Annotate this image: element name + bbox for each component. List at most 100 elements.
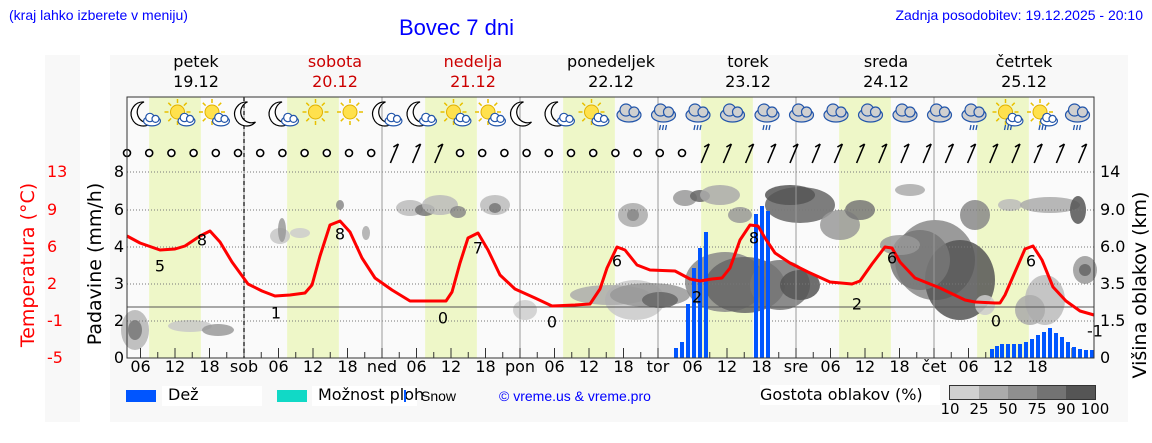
snow-legend-swatch bbox=[404, 390, 406, 402]
cloud-scale-label: 100 bbox=[1080, 400, 1110, 418]
day-name: ponedeljek bbox=[567, 52, 655, 71]
moon-cloud-icon bbox=[371, 101, 403, 127]
rain-legend-swatch bbox=[126, 390, 156, 402]
rain-legend-label: Dež bbox=[168, 385, 199, 404]
day-name: nedelja bbox=[443, 52, 503, 71]
copyright-link[interactable]: © vreme.us & vreme.pro bbox=[499, 388, 651, 404]
x-tick: 12 bbox=[440, 357, 462, 376]
rain-cloud-icon bbox=[754, 103, 780, 131]
temp-label: 0 bbox=[546, 312, 558, 332]
wind-calm-icon bbox=[167, 148, 176, 158]
wind-calm-icon bbox=[655, 148, 665, 158]
x-tick: 12 bbox=[854, 357, 876, 376]
wind-calm-icon bbox=[233, 148, 243, 158]
wind-barb-icon bbox=[1055, 143, 1066, 164]
wind-barb-icon bbox=[700, 143, 710, 164]
day-name: petek bbox=[173, 52, 219, 71]
sun-rain-icon bbox=[1027, 99, 1058, 131]
sun-cloud-icon bbox=[440, 99, 472, 127]
wind-barb-icon bbox=[855, 143, 866, 164]
axis-tick: 3 bbox=[113, 274, 124, 293]
x-tick: 18 bbox=[889, 357, 910, 376]
temp-label: 5 bbox=[154, 256, 166, 276]
axis-tick: 9 bbox=[47, 200, 58, 219]
wind-calm-icon bbox=[544, 148, 554, 158]
x-tick: 18 bbox=[337, 357, 358, 376]
cloud-scale-label: 50 bbox=[998, 400, 1018, 418]
wind-calm-icon bbox=[455, 148, 465, 158]
wind-barb-icon bbox=[744, 143, 755, 164]
temp-label: 6 bbox=[886, 248, 898, 268]
axis-tick: -5 bbox=[47, 348, 63, 367]
x-tick: 18 bbox=[199, 357, 220, 376]
wind-barb-icon bbox=[411, 143, 422, 164]
x-tick: 12 bbox=[302, 357, 324, 376]
x-tick: ned bbox=[366, 357, 398, 376]
last-update: Zadnja posodobitev: 19.12.2025 - 20:10 bbox=[895, 7, 1143, 23]
wind-calm-icon bbox=[500, 148, 509, 158]
cloud-icon bbox=[926, 103, 953, 123]
x-tick: 18 bbox=[475, 357, 496, 376]
rain-legend-bg bbox=[162, 386, 262, 406]
x-tick: sre bbox=[783, 357, 809, 376]
x-tick: 12 bbox=[578, 357, 600, 376]
moon-cloud-icon bbox=[268, 101, 300, 127]
axis-tick: 1.5 bbox=[1100, 311, 1126, 330]
temp-label: 2 bbox=[691, 287, 703, 307]
region-hint-link[interactable]: (kraj lahko izberete v meniju) bbox=[9, 7, 188, 23]
cloud-density-scale bbox=[949, 385, 1096, 400]
axis-tick: 2 bbox=[113, 311, 124, 330]
rain-cloud-icon bbox=[685, 103, 711, 131]
wind-calm-icon bbox=[633, 148, 642, 158]
temp-label: 1 bbox=[270, 303, 282, 323]
moon-cloud-icon bbox=[130, 101, 162, 127]
x-tick: 06 bbox=[682, 357, 703, 376]
moon-cloud-icon bbox=[544, 101, 575, 127]
wind-calm-icon bbox=[255, 148, 265, 158]
axis-tick: -1 bbox=[47, 311, 63, 330]
wind-barb-icon bbox=[1011, 143, 1021, 164]
snow-cloud-icon bbox=[1064, 103, 1091, 131]
wind-barb-icon bbox=[944, 143, 955, 164]
cloud-icon bbox=[892, 103, 918, 123]
x-tick: 12 bbox=[164, 357, 186, 376]
x-tick: pon bbox=[504, 357, 536, 376]
x-tick: 06 bbox=[130, 357, 151, 376]
day-date: 23.12 bbox=[725, 72, 771, 91]
snow-legend-label: Snow bbox=[421, 388, 457, 404]
axis-tick: 14 bbox=[1100, 162, 1121, 181]
page-title: Bovec 7 dni bbox=[399, 15, 514, 40]
x-tick: tor bbox=[646, 357, 670, 376]
day-header-6: četrtek 25.12 bbox=[969, 52, 1079, 92]
wind-calm-icon bbox=[522, 148, 531, 158]
day-date: 19.12 bbox=[173, 72, 219, 91]
sun-cloud-icon bbox=[578, 99, 610, 127]
day-name: torek bbox=[727, 52, 769, 71]
axis-tick: 6 bbox=[47, 237, 58, 256]
x-tick: 18 bbox=[1027, 357, 1048, 376]
cloud-scale-label: 75 bbox=[1027, 400, 1047, 418]
moon-cloud-icon bbox=[406, 101, 438, 127]
sun-cloud-icon bbox=[164, 99, 196, 127]
sun-icon bbox=[302, 99, 329, 125]
x-tick: 18 bbox=[613, 357, 634, 376]
showers-legend-bg bbox=[312, 386, 417, 406]
cloud-density-legend-bg bbox=[760, 385, 940, 405]
wind-barb-icon bbox=[789, 143, 799, 164]
cloud-icon bbox=[616, 103, 642, 123]
wind-calm-icon bbox=[300, 148, 309, 158]
cloud-icon bbox=[857, 103, 884, 123]
axis-tick: 0 bbox=[1100, 348, 1111, 367]
showers-legend-label: Možnost ploh bbox=[318, 385, 425, 404]
wind-barb-icon bbox=[989, 143, 999, 164]
cloud-scale-label: 90 bbox=[1056, 400, 1076, 418]
axis-tick: 0 bbox=[113, 348, 124, 367]
temp-label: -1 bbox=[1087, 321, 1103, 341]
temp-label: 6 bbox=[611, 251, 623, 271]
wind-calm-icon bbox=[566, 148, 576, 158]
wind-barb-icon bbox=[767, 143, 777, 164]
wind-barb-icon bbox=[722, 143, 733, 164]
wind-barb-icon bbox=[1077, 143, 1088, 164]
day-header-1: sobota 20.12 bbox=[280, 52, 390, 92]
